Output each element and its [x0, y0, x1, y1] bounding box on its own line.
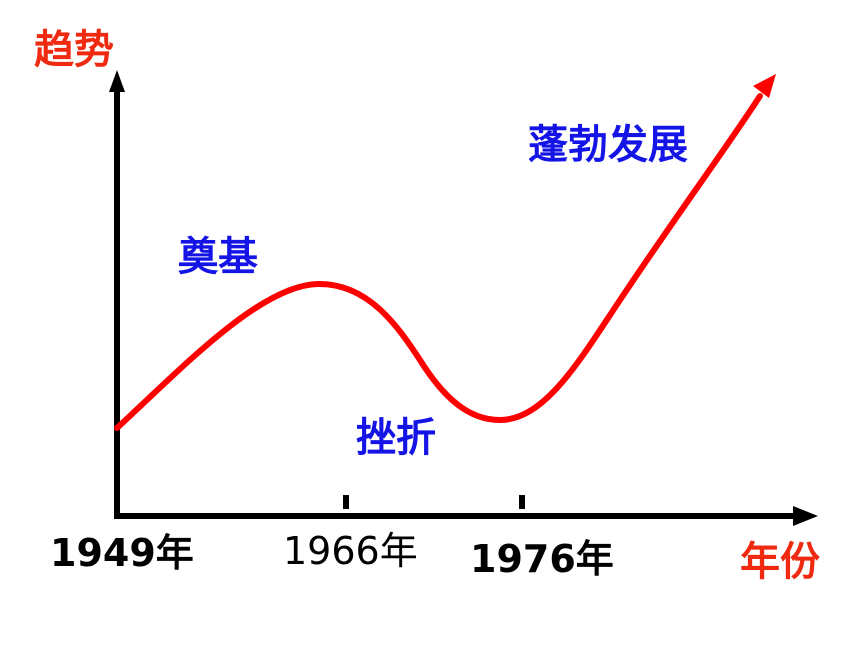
x-axis-label: 年份: [740, 539, 820, 585]
trend-arrowhead: [753, 74, 776, 98]
y-axis-label: 趋势: [34, 27, 114, 73]
phase-label-setback: 挫折: [356, 415, 436, 461]
phase-label-foundation: 奠基: [178, 234, 258, 280]
year-label-1976: 1976年: [470, 537, 614, 581]
year-label-1949: 1949年: [50, 531, 194, 575]
phase-label-boom: 蓬勃发展: [528, 122, 688, 168]
year-label-1966: 1966年: [283, 529, 418, 573]
y-axis-arrowhead: [109, 70, 125, 92]
trend-curve: [114, 93, 763, 431]
x-axis-arrowhead: [793, 506, 818, 526]
